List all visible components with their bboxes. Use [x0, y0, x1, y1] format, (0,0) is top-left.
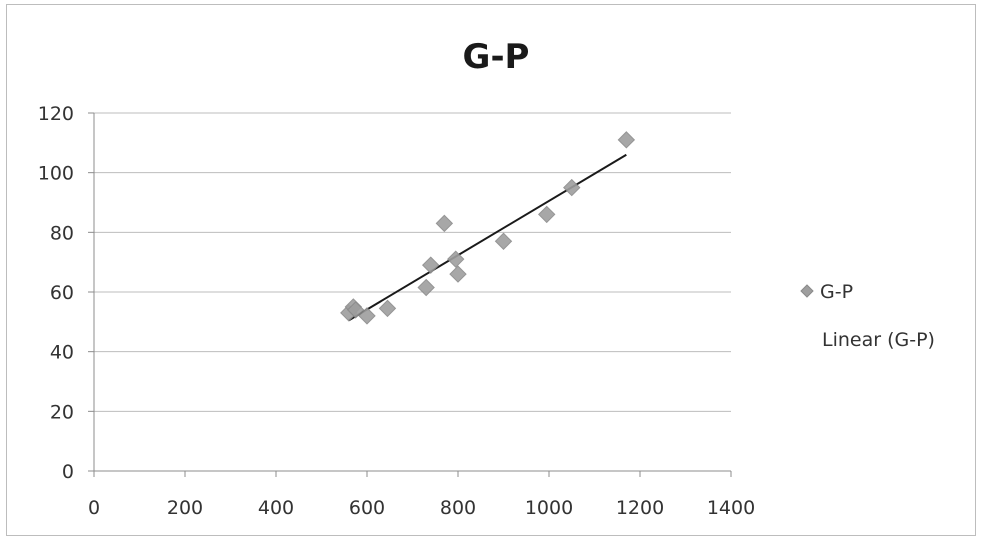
gridlines — [94, 112, 731, 412]
data-point — [447, 250, 465, 268]
y-tick-label: 60 — [50, 282, 74, 304]
x-tick-label: 600 — [349, 497, 385, 519]
data-point — [617, 131, 636, 149]
data-point — [435, 214, 454, 233]
data-point — [417, 278, 435, 297]
data-point — [494, 232, 513, 250]
y-tick-label: 40 — [50, 342, 74, 364]
legend: G-P Linear (G-P) — [800, 281, 935, 351]
x-tick-label: 1400 — [707, 497, 755, 519]
y-tick-label: 20 — [50, 401, 74, 423]
data-point — [538, 205, 556, 224]
legend-label-trendline: Linear (G-P) — [822, 329, 935, 351]
y-tick-label: 100 — [38, 163, 74, 185]
legend-label-series: G-P — [820, 281, 853, 303]
trendline-layer — [348, 153, 627, 322]
data-point — [358, 307, 376, 325]
y-tick-label: 120 — [38, 103, 74, 125]
data-point — [346, 301, 365, 319]
data-point — [449, 265, 467, 283]
y-tick-label: 80 — [50, 222, 74, 244]
x-tick-label: 800 — [440, 497, 476, 519]
chart-frame: G-P 0 20 40 60 80 100 120 0 200 400 600 800 1000 1200… — [6, 4, 976, 536]
chart-title: G-P — [463, 37, 530, 77]
x-tick-label: 200 — [167, 497, 203, 519]
x-tick-label: 1200 — [616, 497, 664, 519]
linear-trendline — [348, 153, 627, 322]
data-point — [378, 299, 397, 318]
x-tick-label: 400 — [258, 497, 294, 519]
y-tick-label: 0 — [62, 461, 74, 483]
legend-marker-diamond-icon — [800, 284, 814, 298]
data-points — [340, 131, 636, 325]
x-tick-label: 0 — [88, 497, 100, 519]
data-point — [421, 256, 440, 274]
x-tick-label: 1000 — [525, 497, 573, 519]
data-point — [563, 178, 581, 197]
